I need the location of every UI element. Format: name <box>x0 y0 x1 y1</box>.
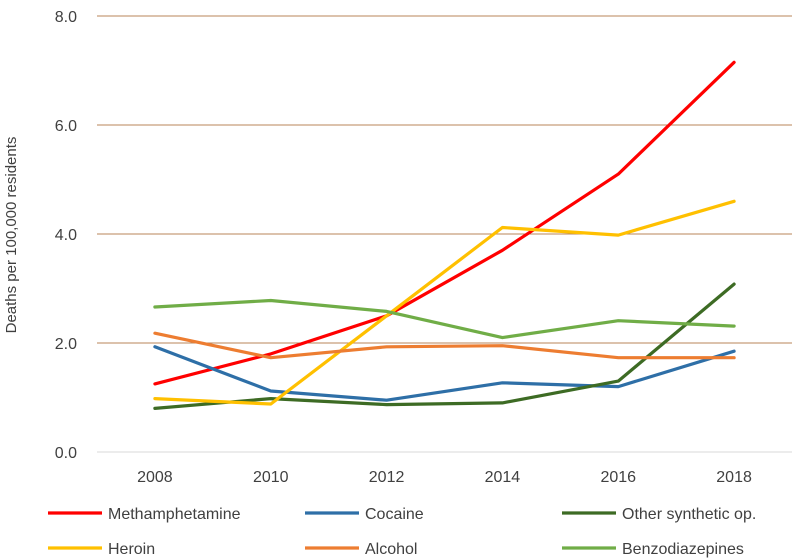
y-tick-label: 0.0 <box>55 445 77 462</box>
legend-label: Methamphetamine <box>108 506 241 523</box>
y-tick-label: 4.0 <box>55 227 77 244</box>
legend-item: Other synthetic op. <box>562 506 756 523</box>
series-line-benzodiazepines <box>153 298 736 340</box>
legend-label: Other synthetic op. <box>622 506 756 523</box>
legend-item: Benzodiazepines <box>562 541 744 558</box>
x-tick-label: 2018 <box>716 469 752 486</box>
series-lines <box>153 60 736 410</box>
series-line-methamphetamine <box>153 60 736 386</box>
legend-item: Methamphetamine <box>48 506 241 523</box>
y-tick-label: 6.0 <box>55 118 77 135</box>
x-tick-label: 2010 <box>253 469 289 486</box>
series-line-other-synthetic-op <box>153 282 736 410</box>
x-tick-label: 2014 <box>485 469 521 486</box>
legend-label: Cocaine <box>365 506 424 523</box>
y-axis-ticks: 0.0 2.0 4.0 6.0 8.0 <box>55 9 77 462</box>
x-axis-ticks: 2008 2010 2012 2014 2016 2018 <box>137 469 752 486</box>
y-tick-label: 2.0 <box>55 336 77 353</box>
legend-label: Heroin <box>108 541 155 558</box>
y-tick-label: 8.0 <box>55 9 77 26</box>
series-line-cocaine <box>153 345 736 402</box>
legend-label: Alcohol <box>365 541 417 558</box>
legend-item: Heroin <box>48 541 155 558</box>
series-line-alcohol <box>153 331 736 360</box>
legend-item: Cocaine <box>305 506 424 523</box>
x-tick-label: 2012 <box>369 469 405 486</box>
y-axis-label: Deaths per 100,000 residents <box>3 137 20 334</box>
x-tick-label: 2008 <box>137 469 173 486</box>
grid-lines <box>97 15 792 453</box>
legend: Methamphetamine Cocaine Other synthetic op… <box>48 506 756 558</box>
legend-item: Alcohol <box>305 541 417 558</box>
legend-label: Benzodiazepines <box>622 541 744 558</box>
series-line-heroin <box>153 199 736 406</box>
x-tick-label: 2016 <box>600 469 636 486</box>
